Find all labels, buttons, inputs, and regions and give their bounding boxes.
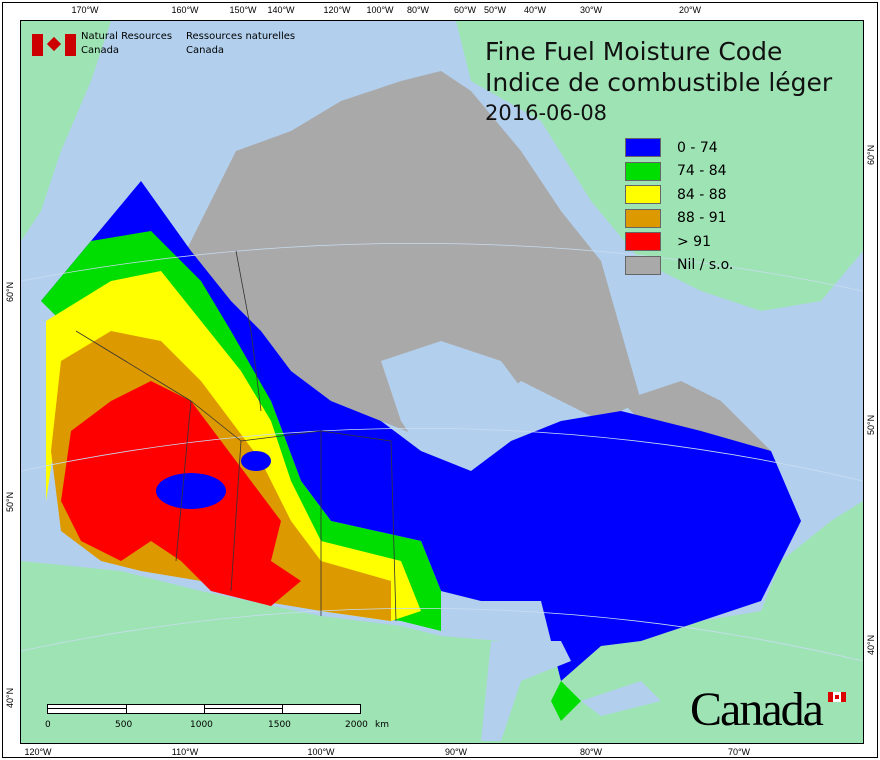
top-tick: 150°W [229, 5, 257, 15]
legend-item: > 91 [625, 230, 733, 254]
legend-item: Nil / s.o. [625, 254, 733, 278]
wordmark-text: Canada [690, 683, 824, 736]
top-tick: 60°W [453, 5, 477, 15]
bay-water [381, 341, 531, 471]
legend: 0 - 74 74 - 84 84 - 88 88 - 91 > 91 Nil … [625, 136, 733, 277]
legend-item: 88 - 91 [625, 207, 733, 231]
map-canvas[interactable] [20, 20, 864, 744]
legend-swatch [625, 138, 661, 158]
great-lakes [481, 641, 661, 741]
top-tick: 20°W [678, 5, 702, 15]
title-fr: Indice de combustible léger [485, 68, 833, 97]
org-name-fr: Canada [186, 45, 225, 56]
title-en: Fine Fuel Moisture Code [485, 37, 783, 66]
bottom-tick: 120°W [24, 747, 52, 757]
top-tick: 160°W [171, 5, 199, 15]
org-name-en: Natural Resources [81, 31, 173, 42]
canada-flag-icon [32, 34, 76, 56]
right-tick: 50°N [866, 414, 876, 435]
legend-swatch [625, 232, 661, 252]
bottom-tick: 100°W [307, 747, 335, 757]
bottom-tick: 90°W [444, 747, 468, 757]
top-tick: 100°W [366, 5, 394, 15]
right-tick: 40°N [866, 634, 876, 655]
right-tick: 60°N [866, 144, 876, 165]
legend-item: 0 - 74 [625, 136, 733, 160]
top-tick: 170°W [71, 5, 99, 15]
legend-swatch [625, 185, 661, 205]
scale-unit: km [375, 720, 389, 730]
legend-swatch [625, 208, 661, 228]
legend-swatch [625, 255, 661, 275]
left-tick: 60°N [5, 281, 15, 302]
map-date: 2016-06-08 [485, 101, 608, 125]
org-name-fr: Ressources naturelles [186, 31, 296, 42]
org-name-en: Canada [81, 45, 120, 56]
legend-label: > 91 [677, 233, 711, 250]
top-tick: 80°W [406, 5, 430, 15]
map-svg [21, 21, 863, 743]
legend-label: 88 - 91 [677, 210, 727, 227]
legend-label: 0 - 74 [677, 139, 718, 156]
scale-bar: 0 500 1000 1500 2000 km [45, 704, 389, 732]
scale-label: 1500 [268, 720, 291, 730]
legend-item: 84 - 88 [625, 183, 733, 207]
top-tick: 120°W [323, 5, 351, 15]
legend-item: 74 - 84 [625, 160, 733, 184]
left-tick: 50°N [5, 491, 15, 512]
legend-label: 74 - 84 [677, 163, 727, 180]
legend-label: 84 - 88 [677, 186, 727, 203]
graticule [21, 242, 863, 662]
scale-label: 500 [115, 720, 133, 730]
left-tick: 40°N [5, 687, 15, 708]
scale-label: 2000 [345, 720, 368, 730]
bottom-tick: 70°W [727, 747, 751, 757]
bottom-tick: 80°W [579, 747, 603, 757]
legend-swatch [625, 161, 661, 181]
province-borders [75, 250, 397, 622]
scale-label: 1000 [190, 720, 213, 730]
ffmc-class-0-74 [41, 181, 801, 681]
canada-wordmark: Canada [690, 682, 846, 737]
legend-label: Nil / s.o. [677, 257, 734, 274]
bottom-tick: 110°W [171, 747, 199, 757]
top-tick: 50°W [483, 5, 507, 15]
inland-lakes [156, 451, 271, 509]
top-tick: 140°W [267, 5, 295, 15]
map-title: Fine Fuel Moisture Code Indice de combus… [485, 36, 832, 129]
canada-flag-icon [828, 692, 846, 702]
top-tick: 30°W [579, 5, 603, 15]
scale-label: 0 [45, 720, 51, 730]
top-tick: 40°W [523, 5, 547, 15]
